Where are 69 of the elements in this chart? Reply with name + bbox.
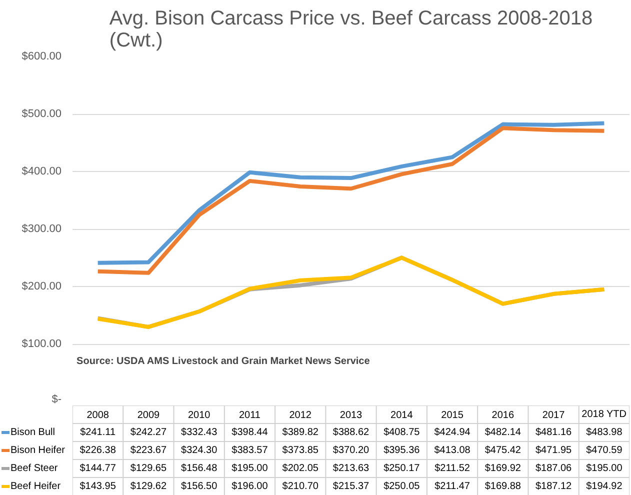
x-tick-label: 2016 <box>492 410 514 421</box>
x-tick-label: 2011 <box>238 410 261 421</box>
data-label: $187.12 <box>535 481 572 492</box>
x-tick-label: 2009 <box>137 410 160 421</box>
x-tick-label: 2018 YTD <box>582 409 627 420</box>
x-tick-label: 2012 <box>289 410 312 421</box>
line-series <box>96 256 606 329</box>
data-label: $324.30 <box>181 445 218 456</box>
legend-label: Bison Bull <box>10 427 55 438</box>
chart-title: Avg. Bison Carcass Price vs. Beef Carcass 2008-2018 (Cwt.) <box>109 8 593 52</box>
data-label: $196.00 <box>232 481 268 492</box>
data-label: $223.67 <box>130 445 167 456</box>
data-label: $195.00 <box>232 463 268 474</box>
data-label: $211.52 <box>434 463 470 474</box>
data-label: $202.05 <box>282 463 319 474</box>
data-label: $470.59 <box>586 445 623 456</box>
data-label: $332.43 <box>181 427 218 438</box>
data-label: $408.75 <box>384 427 420 438</box>
y-tick-label: $300.00 <box>22 223 62 235</box>
x-tick-label: 2013 <box>340 410 363 421</box>
data-label: $389.82 <box>282 427 319 438</box>
data-label: $129.65 <box>130 463 167 474</box>
y-tick-label: $- <box>52 394 62 406</box>
data-label: $388.62 <box>332 427 370 438</box>
data-label: $398.44 <box>232 427 268 438</box>
y-tick-label: $200.00 <box>22 280 62 292</box>
data-label: $169.88 <box>484 481 522 492</box>
data-label: $424.94 <box>434 427 471 438</box>
x-tick-label: 2017 <box>542 410 566 421</box>
data-label: $482.14 <box>484 427 522 438</box>
data-label: $481.16 <box>535 427 572 438</box>
data-label: $210.70 <box>282 481 319 492</box>
y-tick-label: $400.00 <box>22 166 62 178</box>
data-label: $373.85 <box>282 445 319 456</box>
y-tick-label: $100.00 <box>22 338 62 350</box>
data-label: $383.57 <box>232 445 268 456</box>
data-label: $211.47 <box>434 481 470 492</box>
data-label: $169.92 <box>484 463 522 474</box>
data-label: $187.06 <box>535 463 572 474</box>
data-label: $195.00 <box>586 463 623 474</box>
legend-label: Bison Heifer <box>10 445 66 456</box>
data-label: $242.27 <box>130 427 167 438</box>
data-label: $144.77 <box>80 463 116 474</box>
data-label: $143.95 <box>80 481 116 492</box>
x-tick-label: 2015 <box>441 410 464 421</box>
data-label: $413.08 <box>434 445 471 456</box>
annotation: Source: USDA AMS Livestock and Grain Market News Service <box>76 356 370 367</box>
x-tick-label: 2014 <box>390 410 414 421</box>
legend-label: Beef Heifer <box>10 481 62 492</box>
data-label: $156.48 <box>181 463 218 474</box>
legend-label: Beef Steer <box>10 463 58 474</box>
data-label: $483.98 <box>586 427 623 438</box>
data-label: $475.42 <box>484 445 522 456</box>
data-label: $250.17 <box>384 463 420 474</box>
data-label: $213.63 <box>332 463 370 474</box>
y-tick-label: $500.00 <box>22 108 62 120</box>
data-label: $250.05 <box>384 481 420 492</box>
x-tick-label: 2010 <box>188 410 211 421</box>
data-label: $241.11 <box>80 427 116 438</box>
data-label: $395.36 <box>384 445 420 456</box>
data-label: $471.95 <box>535 445 572 456</box>
data-label: $370.20 <box>332 445 370 456</box>
data-label: $129.62 <box>130 481 167 492</box>
data-label: $156.50 <box>181 481 218 492</box>
x-tick-label: 2008 <box>86 410 110 421</box>
data-label: $215.37 <box>332 481 370 492</box>
data-label: $226.38 <box>80 445 116 456</box>
data-label: $194.92 <box>586 481 623 492</box>
y-tick-label: $600.00 <box>22 50 62 62</box>
